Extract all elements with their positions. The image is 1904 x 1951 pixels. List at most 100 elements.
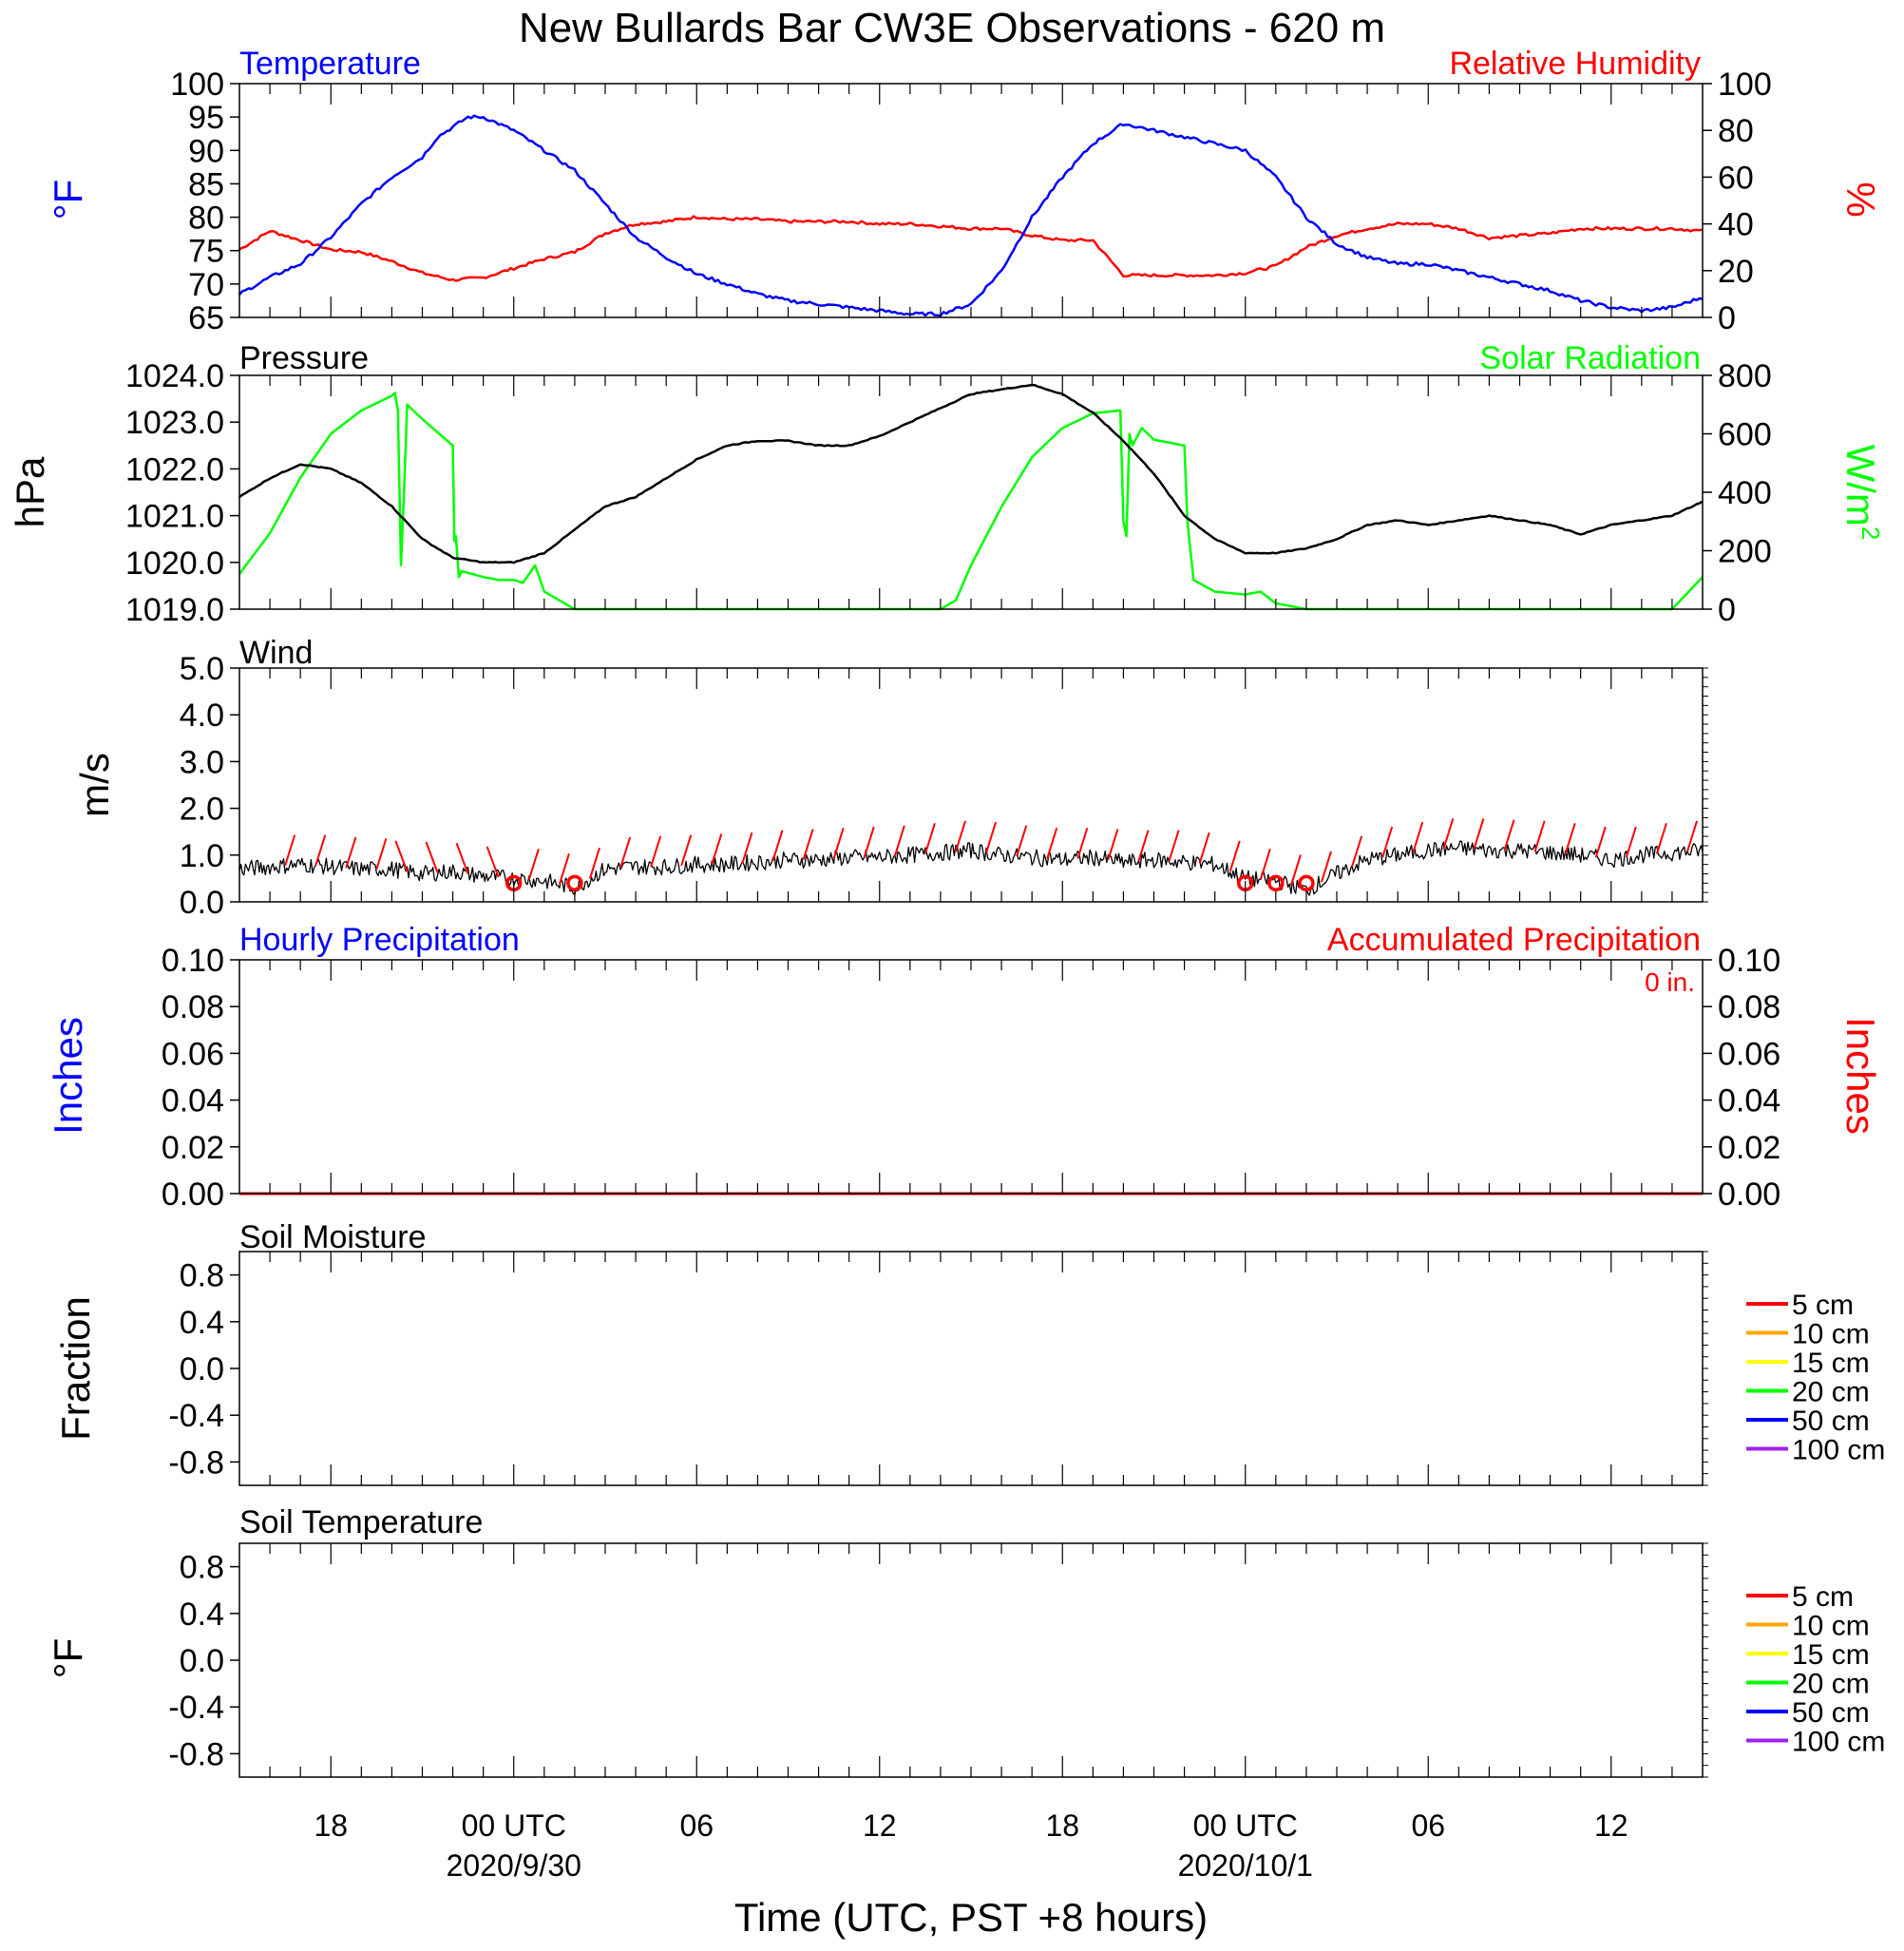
wind-barb — [375, 838, 388, 870]
y-tick-label: 0.08 — [162, 989, 224, 1025]
soil-temperature-title: Soil Temperature — [239, 1504, 483, 1540]
y-tick-label: 400 — [1718, 475, 1772, 511]
y-tick-label: 80 — [1718, 113, 1754, 149]
y-tick-label: 0.10 — [162, 943, 224, 979]
legend-label: 100 cm — [1792, 1435, 1885, 1466]
accum-precip-title: Accumulated Precipitation — [1327, 922, 1701, 958]
calm-marker — [1267, 874, 1285, 892]
wind-barb — [486, 846, 500, 878]
chart-title: New Bullards Bar CW3E Observations - 620… — [519, 5, 1385, 51]
soil-moisture-unit: Fraction — [53, 1296, 98, 1441]
wind-barb — [1198, 832, 1210, 864]
wind-barb — [955, 820, 966, 852]
y-tick-label: 0.0 — [180, 1643, 224, 1679]
wind-barb — [650, 835, 662, 868]
x-tick-label: 12 — [1594, 1808, 1628, 1843]
y-tick-label: -0.4 — [168, 1690, 224, 1726]
wind-title: Wind — [239, 635, 313, 671]
x-tick-label: 06 — [1411, 1808, 1445, 1843]
y-tick-label: 0.04 — [1718, 1083, 1780, 1119]
legend-label: 20 cm — [1792, 1669, 1870, 1700]
pressure-title: Pressure — [239, 340, 369, 376]
accum-precip-tick-labels: 0.00 0.02 0.04 0.06 0.08 0.10 — [1703, 943, 1780, 1213]
y-tick-label: 0.10 — [1718, 943, 1780, 979]
y-tick-label: 0.0 — [180, 1351, 224, 1387]
wind-barb — [1594, 826, 1607, 858]
y-tick-label: 60 — [1718, 160, 1754, 196]
legend-label: 20 cm — [1792, 1377, 1870, 1408]
y-tick-label: 0 — [1718, 592, 1736, 628]
wind-barb — [1655, 823, 1667, 854]
wind-barb — [394, 840, 409, 872]
wind-barb — [863, 826, 875, 858]
y-tick-label: 0.00 — [1718, 1176, 1780, 1213]
y-tick-label: 100 — [170, 67, 224, 103]
solar-unit-base: W/m — [1838, 445, 1883, 526]
wind-barb — [923, 823, 936, 854]
wind-barb — [1016, 825, 1028, 857]
wind-barb — [1137, 830, 1150, 862]
y-tick-label: 0 — [1718, 300, 1736, 336]
x-tick-label: 18 — [314, 1808, 348, 1843]
y-tick-label: 0.02 — [1718, 1130, 1780, 1166]
wind-barb — [832, 827, 845, 859]
wind-barb — [1533, 820, 1546, 852]
wind-speed-line — [238, 840, 1704, 896]
y-tick-label: 200 — [1718, 534, 1772, 570]
legend-label: 5 cm — [1792, 1290, 1854, 1321]
wind-barb — [1473, 818, 1485, 850]
y-tick-label: 1020.0 — [125, 545, 224, 582]
y-tick-label: -0.8 — [168, 1736, 224, 1772]
legend-label: 10 cm — [1792, 1319, 1870, 1350]
calm-marker — [566, 874, 583, 892]
humidity-tick-labels: 0 20 40 60 80 100 — [1703, 67, 1772, 336]
x-date-label: 2020/10/1 — [1178, 1848, 1313, 1883]
y-tick-label: 600 — [1718, 417, 1772, 453]
temperature-title: Temperature — [239, 46, 421, 82]
wind-panel: Wind m/s 0.0 1.0 2.0 3.0 4.0 5.0 — [72, 635, 1708, 921]
soil-moisture-panel: Soil Moisture Fraction -0.8 -0.4 0.0 0.4 0.8… — [53, 1219, 1885, 1486]
wind-barb — [1107, 829, 1119, 861]
x-tick-label: 00 UTC — [1193, 1808, 1298, 1843]
y-tick-label: 0.4 — [180, 1305, 224, 1341]
pressure-tick-labels: 1019.0 1020.0 1021.0 1022.0 1023.0 1024.0 — [125, 358, 239, 628]
y-tick-label: 1019.0 — [125, 592, 224, 628]
y-tick-label: -0.8 — [168, 1444, 224, 1481]
x-tick-label: 00 UTC — [462, 1808, 566, 1843]
y-tick-label: 0.06 — [1718, 1036, 1780, 1072]
y-tick-label: 0.08 — [1718, 989, 1780, 1025]
legend-label: 15 cm — [1792, 1639, 1870, 1671]
pressure-line — [238, 383, 1704, 564]
wind-barb — [619, 836, 632, 869]
wind-barb — [1259, 849, 1271, 880]
calm-marker — [1298, 874, 1315, 892]
x-date-label: 2020/9/30 — [447, 1848, 581, 1883]
wind-barb — [711, 833, 723, 865]
wind-barb — [558, 853, 570, 885]
y-tick-label: 90 — [188, 133, 224, 169]
wind-barb — [741, 832, 753, 864]
wind-unit: m/s — [72, 753, 117, 817]
soil-temperature-tick-labels: -0.8 -0.4 0.0 0.4 0.8 — [168, 1542, 1708, 1778]
hourly-precip-tick-labels: 0.00 0.02 0.04 0.06 0.08 0.10 — [162, 943, 239, 1213]
y-tick-label: 5.0 — [180, 651, 224, 687]
y-tick-label: 3.0 — [180, 744, 224, 780]
y-tick-label: 20 — [1718, 254, 1754, 290]
wind-barb — [1321, 851, 1332, 883]
y-tick-label: 4.0 — [180, 698, 224, 734]
y-tick-label: 0.0 — [180, 885, 224, 921]
y-tick-label: 0.02 — [162, 1130, 224, 1166]
y-tick-label: 1022.0 — [125, 451, 224, 488]
wind-barb — [985, 821, 998, 853]
legend-label: 10 cm — [1792, 1611, 1870, 1642]
legend-label: 50 cm — [1792, 1697, 1870, 1729]
y-tick-label: 1.0 — [180, 838, 224, 874]
wind-barb — [1168, 830, 1180, 862]
solar-title: Solar Radiation — [1480, 340, 1701, 376]
soil-moisture-tick-labels: -0.8 -0.4 0.0 0.4 0.8 — [168, 1251, 1708, 1486]
y-tick-label: 40 — [1718, 207, 1754, 243]
wind-barb — [455, 842, 469, 874]
